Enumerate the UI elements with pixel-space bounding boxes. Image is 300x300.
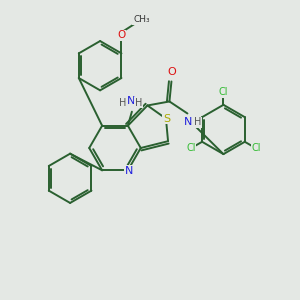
Text: Cl: Cl bbox=[186, 143, 196, 153]
Text: Cl: Cl bbox=[219, 87, 228, 97]
Text: CH₃: CH₃ bbox=[133, 15, 150, 24]
Text: S: S bbox=[164, 114, 170, 124]
Text: O: O bbox=[167, 68, 176, 77]
Text: H: H bbox=[119, 98, 127, 108]
Text: Cl: Cl bbox=[251, 143, 261, 153]
Text: O: O bbox=[117, 30, 126, 40]
Text: N: N bbox=[127, 96, 135, 106]
Text: N: N bbox=[184, 118, 193, 128]
Text: N: N bbox=[125, 166, 133, 176]
Text: H: H bbox=[194, 118, 201, 128]
Text: H: H bbox=[135, 98, 142, 108]
